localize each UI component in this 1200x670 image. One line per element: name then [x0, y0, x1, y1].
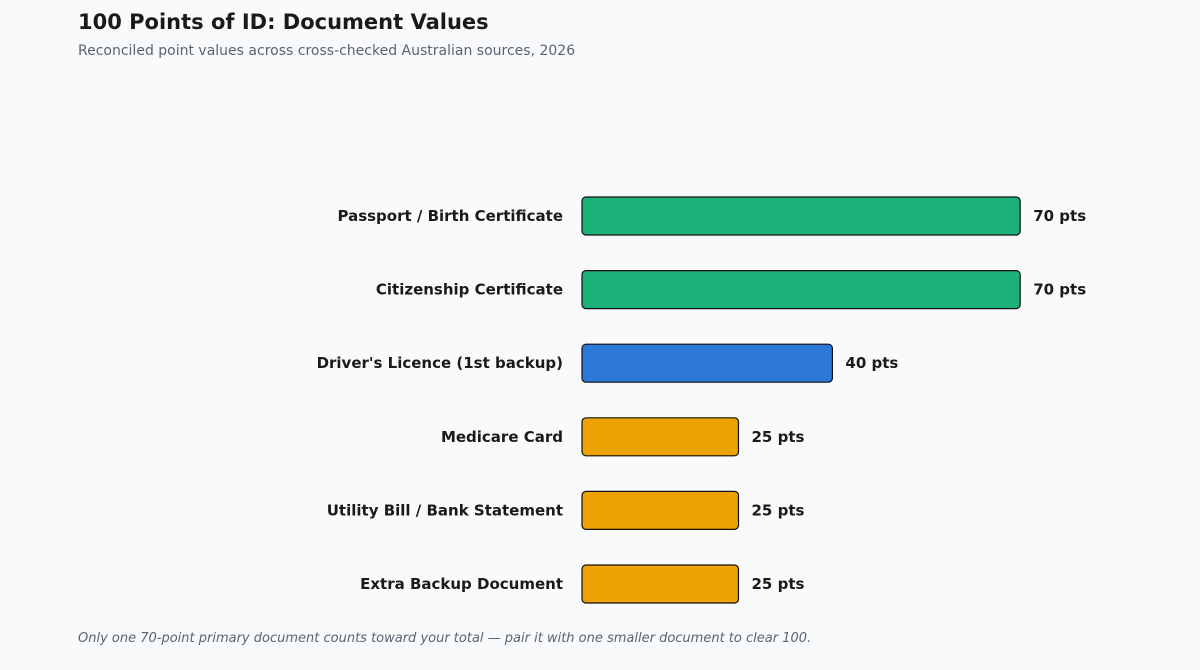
chart-subtitle: Reconciled point values across cross-che…: [78, 43, 576, 59]
category-label: Utility Bill / Bank Statement: [327, 501, 563, 519]
category-label: Citizenship Certificate: [376, 281, 563, 299]
value-label: 70 pts: [1033, 281, 1086, 299]
bar-group: Medicare Card 25 pts: [441, 417, 805, 457]
chart-footnote: Only one 70-point primary document count…: [78, 631, 812, 646]
value-label: 25 pts: [752, 501, 805, 519]
bar: [581, 196, 1021, 236]
value-label: 25 pts: [752, 428, 805, 446]
bar: [581, 417, 740, 457]
bar: [581, 343, 833, 383]
category-label: Medicare Card: [441, 428, 563, 446]
value-label: 40 pts: [845, 354, 898, 372]
bar: [581, 490, 740, 530]
category-label: Extra Backup Document: [360, 575, 563, 593]
value-label: 70 pts: [1033, 207, 1086, 225]
value-label: 25 pts: [752, 575, 805, 593]
bar-group: Extra Backup Document 25 pts: [360, 564, 805, 604]
chart-title: 100 Points of ID: Document Values: [78, 10, 489, 34]
bar: [581, 564, 740, 604]
category-label: Passport / Birth Certificate: [337, 207, 563, 225]
bar-group: Utility Bill / Bank Statement 25 pts: [327, 490, 805, 530]
bar-group: Passport / Birth Certificate 70 pts: [337, 196, 1086, 236]
bar: [581, 270, 1021, 310]
category-label: Driver's Licence (1st backup): [317, 354, 563, 372]
bar-group: Citizenship Certificate 70 pts: [376, 270, 1086, 310]
bar-group: Driver's Licence (1st backup) 40 pts: [317, 343, 898, 383]
